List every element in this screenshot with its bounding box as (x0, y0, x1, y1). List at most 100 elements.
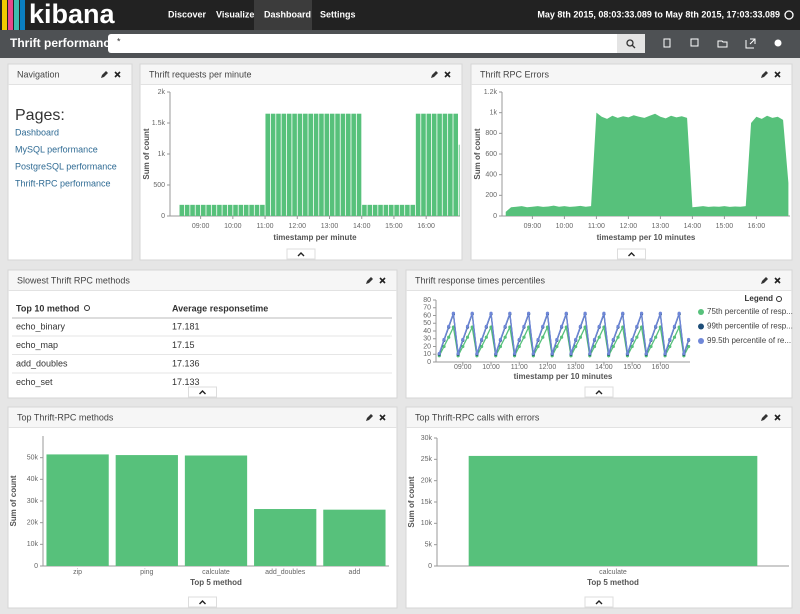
point[interactable] (541, 335, 545, 339)
point[interactable] (686, 337, 691, 342)
point[interactable] (447, 324, 451, 328)
edit-icon[interactable] (366, 414, 373, 421)
point[interactable] (592, 344, 597, 349)
point[interactable] (616, 324, 620, 328)
point[interactable] (494, 351, 498, 356)
point[interactable] (503, 324, 507, 328)
open-icon[interactable] (717, 40, 728, 48)
point[interactable] (635, 324, 639, 328)
point[interactable] (654, 335, 658, 339)
point[interactable] (621, 311, 625, 315)
close-icon[interactable] (114, 71, 121, 78)
point[interactable] (536, 337, 540, 342)
point[interactable] (602, 311, 606, 315)
point[interactable] (574, 344, 578, 349)
point[interactable] (644, 351, 648, 356)
collapse-button[interactable] (188, 596, 217, 608)
nav-item[interactable]: Visualize (216, 9, 254, 19)
point[interactable] (456, 351, 460, 356)
point[interactable] (588, 351, 592, 356)
close-icon[interactable] (774, 277, 781, 284)
point[interactable] (541, 324, 545, 328)
point[interactable] (677, 311, 681, 315)
point[interactable] (564, 311, 568, 315)
point[interactable] (442, 344, 446, 349)
point[interactable] (512, 351, 517, 356)
point[interactable] (451, 311, 456, 315)
point[interactable] (625, 351, 630, 356)
edit-icon[interactable] (761, 71, 768, 78)
close-icon[interactable] (379, 277, 386, 284)
point[interactable] (480, 337, 484, 342)
point[interactable] (527, 311, 531, 315)
point[interactable] (682, 351, 686, 356)
point[interactable] (616, 335, 620, 339)
point[interactable] (686, 344, 691, 349)
point[interactable] (574, 337, 578, 342)
point[interactable] (611, 344, 615, 349)
edit-icon[interactable] (431, 71, 438, 78)
point[interactable] (569, 351, 573, 356)
column-header[interactable]: Average responsetime (172, 303, 268, 313)
point[interactable] (672, 324, 677, 328)
point[interactable] (578, 335, 583, 339)
point[interactable] (484, 335, 488, 339)
close-icon[interactable] (774, 71, 781, 78)
point[interactable] (668, 344, 672, 349)
legend-entry[interactable]: 99.5th percentile of re... (707, 336, 791, 345)
new-icon[interactable] (663, 38, 671, 48)
collapse-button[interactable] (584, 596, 614, 608)
point[interactable] (550, 351, 554, 356)
point[interactable] (498, 337, 503, 342)
clock-icon[interactable] (784, 10, 794, 20)
nav-link[interactable]: MySQL performance (15, 144, 98, 154)
nav-link[interactable]: PostgreSQL performance (15, 161, 117, 171)
point[interactable] (635, 335, 639, 339)
search-button[interactable] (617, 34, 645, 53)
legend-title[interactable]: Legend (745, 294, 774, 303)
nav-item[interactable]: Dashboard (264, 9, 311, 19)
point[interactable] (649, 337, 653, 342)
close-icon[interactable] (444, 71, 451, 78)
legend-entry[interactable]: 99th percentile of resp... (707, 322, 793, 331)
collapse-button[interactable] (584, 386, 614, 398)
point[interactable] (437, 351, 441, 356)
edit-icon[interactable] (761, 414, 768, 421)
point[interactable] (597, 335, 601, 339)
close-icon[interactable] (774, 414, 781, 421)
collapse-button[interactable] (188, 386, 217, 398)
save-icon[interactable] (690, 38, 699, 47)
point[interactable] (536, 344, 540, 349)
point[interactable] (592, 337, 597, 342)
point[interactable] (607, 351, 611, 356)
edit-icon[interactable] (101, 71, 108, 78)
point[interactable] (555, 344, 559, 349)
point[interactable] (668, 337, 672, 342)
point[interactable] (508, 311, 512, 315)
collapse-button[interactable] (617, 248, 646, 260)
logo[interactable]: kibana (29, 0, 116, 29)
point[interactable] (649, 344, 653, 349)
point[interactable] (461, 344, 465, 349)
column-header[interactable]: Top 10 method (16, 303, 79, 313)
point[interactable] (663, 351, 667, 356)
point[interactable] (465, 335, 470, 339)
point[interactable] (531, 351, 535, 356)
point[interactable] (639, 311, 644, 315)
point[interactable] (498, 344, 503, 349)
point[interactable] (442, 337, 446, 342)
nav-link[interactable]: Dashboard (15, 127, 59, 137)
point[interactable] (517, 337, 521, 342)
point[interactable] (559, 324, 564, 328)
point[interactable] (517, 344, 521, 349)
point[interactable] (447, 335, 451, 339)
point[interactable] (503, 335, 507, 339)
legend-entry[interactable]: 75th percentile of resp... (707, 307, 793, 316)
point[interactable] (461, 337, 465, 342)
share-icon[interactable] (745, 38, 756, 49)
edit-icon[interactable] (366, 277, 373, 284)
point[interactable] (654, 324, 658, 328)
nav-link[interactable]: Thrift-RPC performance (15, 178, 111, 188)
column-search-icon[interactable] (84, 305, 90, 311)
point[interactable] (489, 311, 493, 315)
